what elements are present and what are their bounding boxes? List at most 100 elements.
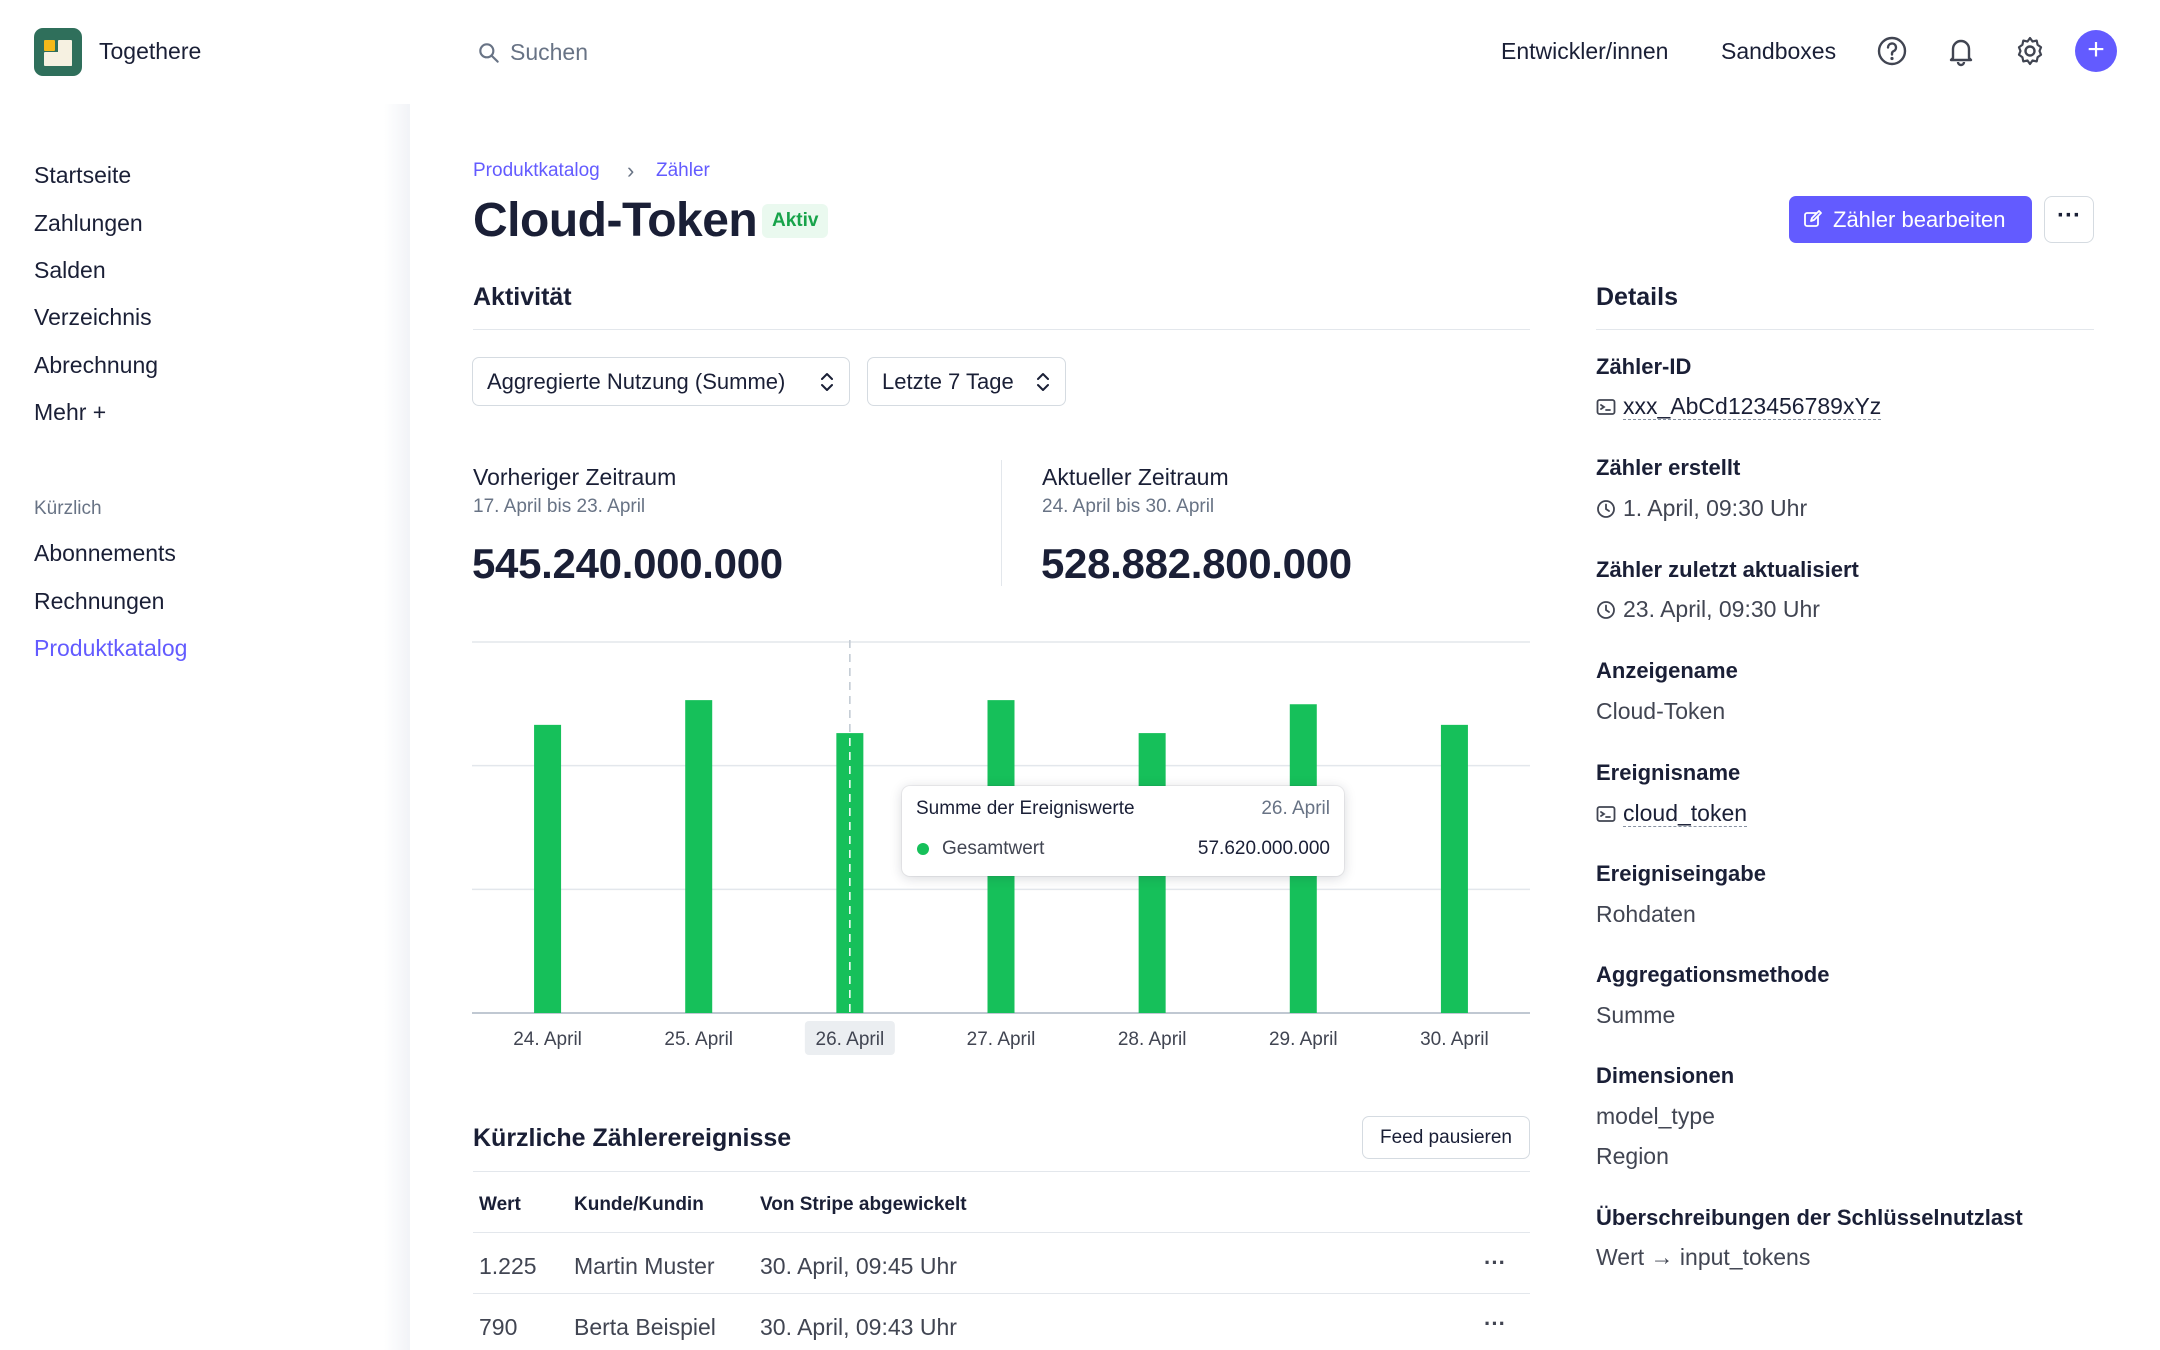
activity-heading: Aktivität (473, 283, 572, 311)
series-dot (917, 843, 929, 855)
chart-bar (1440, 724, 1468, 1013)
help-icon[interactable] (1875, 34, 1909, 68)
plus-icon: + (2087, 33, 2105, 66)
row-customer[interactable]: Berta Beispiel (574, 1314, 716, 1340)
terminal-icon (1596, 806, 1616, 822)
clock-icon (1597, 500, 1615, 518)
sidebar-recent-product-catalog[interactable]: Produktkatalog (34, 635, 188, 661)
created-value: 1. April, 09:30 Uhr (1596, 495, 1807, 522)
x-tick-label: 29. April (1269, 1029, 1338, 1050)
chevron-right-icon: › (627, 158, 635, 183)
tooltip-title: Summe der Ereigniswerte (916, 798, 1135, 819)
sidebar-item-directory[interactable]: Verzeichnis (34, 304, 152, 330)
date-range-select[interactable]: Letzte 7 Tage (867, 357, 1066, 406)
sidebar-item-billing[interactable]: Abrechnung (34, 352, 159, 378)
sidebar-recent-invoices[interactable]: Rechnungen (34, 588, 165, 614)
search-input[interactable]: Suchen (470, 30, 1030, 76)
x-tick-label: 30. April (1420, 1029, 1489, 1050)
event-name-value[interactable]: cloud_token (1596, 800, 1748, 827)
row-customer[interactable]: Martin Muster (574, 1253, 715, 1279)
top-bar: Togethere Suchen Entwickler/innen Sandbo… (0, 0, 2160, 104)
details-divider (1596, 329, 2094, 330)
clock-icon (1597, 601, 1615, 619)
search-icon (479, 43, 499, 63)
meter-id-value[interactable]: xxx_AbCd123456789xYz (1596, 393, 1882, 420)
search-placeholder: Suchen (510, 39, 589, 65)
overrides-value: Wert → input_tokens (1596, 1244, 1811, 1270)
event-input-label: Ereigniseingabe (1596, 861, 1766, 886)
gear-icon[interactable] (2013, 34, 2047, 68)
row-processed: 30. April, 09:45 Uhr (760, 1253, 957, 1279)
edit-meter-label: Zähler bearbeiten (1833, 207, 2006, 232)
usage-bar-chart: 24. April 25. April 26. April 27. April 28. … (472, 640, 1530, 1055)
brand-name[interactable]: Togethere (99, 38, 202, 64)
previous-period-range: 17. April bis 23. April (473, 496, 646, 517)
chart-tooltip: Summe der Ereigniswerte 26. April Gesamt… (902, 786, 1344, 876)
page-title: Cloud-Token (473, 194, 758, 247)
overrides-label: Überschreibungen der Schlüsselnutzlast (1596, 1205, 2023, 1230)
row-more-icon[interactable]: ··· (1484, 1311, 1506, 1336)
breadcrumb-meter[interactable]: Zähler (656, 160, 710, 181)
breadcrumb-product-catalog[interactable]: Produktkatalog (473, 160, 600, 181)
developers-link[interactable]: Entwickler/innen (1501, 38, 1669, 64)
sidebar: Startseite Zahlungen Salden Verzeichnis … (0, 104, 410, 1350)
terminal-icon (1596, 399, 1616, 415)
dimension-item: model_type (1596, 1103, 1715, 1129)
aggregation-select[interactable]: Aggregierte Nutzung (Summe) (472, 357, 850, 406)
event-name-label: Ereignisname (1596, 760, 1741, 785)
sidebar-recent-subscriptions[interactable]: Abonnements (34, 540, 176, 566)
sidebar-item-home[interactable]: Startseite (34, 162, 132, 188)
dimensions-label: Dimensionen (1596, 1063, 1735, 1088)
sidebar-item-payments[interactable]: Zahlungen (34, 210, 143, 236)
tooltip-value: 57.620.000.000 (1197, 838, 1330, 859)
tick-label-highlight (804, 1021, 895, 1055)
current-period-label: Aktueller Zeitraum (1042, 464, 1229, 490)
x-tick-label: 24. April (513, 1029, 582, 1050)
chevron-up-down-icon (1037, 373, 1049, 391)
current-period-value: 528.882.800.000 (1041, 540, 1352, 587)
previous-period-label: Vorheriger Zeitraum (473, 464, 677, 490)
more-actions-button[interactable]: ··· (2044, 196, 2094, 243)
sandboxes-link[interactable]: Sandboxes (1721, 38, 1837, 64)
create-plus-button[interactable]: + (2075, 30, 2117, 72)
chevron-up-down-icon (821, 373, 833, 391)
sidebar-item-more[interactable]: Mehr + (34, 399, 107, 425)
ellipsis-icon: ··· (2057, 202, 2081, 229)
created-label: Zähler erstellt (1596, 455, 1741, 480)
row-value: 790 (479, 1314, 518, 1340)
chart-bar (836, 733, 864, 1013)
status-badge: Aktiv (762, 204, 829, 238)
edit-icon (1804, 210, 1822, 227)
aggregation-value: Summe (1596, 1002, 1676, 1028)
bell-icon[interactable] (1944, 34, 1978, 68)
updated-value: 23. April, 09:30 Uhr (1596, 596, 1820, 623)
edit-meter-button[interactable]: Zähler bearbeiten (1789, 196, 2032, 243)
pause-feed-button[interactable]: Feed pausieren (1362, 1116, 1530, 1159)
brand-logo[interactable] (34, 28, 82, 76)
meter-id-label: Zähler-ID (1596, 354, 1692, 379)
display-name-label: Anzeigename (1596, 658, 1738, 683)
previous-period-value: 545.240.000.000 (472, 540, 783, 587)
column-header-value[interactable]: Wert (479, 1194, 521, 1215)
display-name-value: Cloud-Token (1596, 698, 1726, 724)
x-tick-label: 27. April (967, 1029, 1036, 1050)
x-tick-label: 28. April (1118, 1029, 1187, 1050)
row-value: 1.225 (479, 1253, 537, 1279)
tooltip-series: Gesamtwert (942, 838, 1045, 859)
column-header-processed[interactable]: Von Stripe abgewickelt (760, 1194, 967, 1215)
row-more-icon[interactable]: ··· (1484, 1250, 1506, 1275)
dimension-item: Region (1596, 1143, 1669, 1169)
details-heading: Details (1596, 283, 1678, 311)
tooltip-date: 26. April (1261, 798, 1330, 819)
table-header-divider (473, 1232, 1530, 1233)
row-processed: 30. April, 09:43 Uhr (760, 1314, 957, 1340)
sidebar-item-balances[interactable]: Salden (34, 257, 106, 283)
chart-bar (685, 700, 713, 1013)
current-period-range: 24. April bis 30. April (1042, 496, 1215, 517)
x-tick-label: 25. April (664, 1029, 733, 1050)
events-divider (473, 1171, 1530, 1172)
events-heading: Kürzliche Zählerereignisse (473, 1124, 792, 1152)
period-divider (1001, 460, 1002, 586)
column-header-customer[interactable]: Kunde/Kundin (574, 1194, 704, 1215)
date-range-select-value: Letzte 7 Tage (882, 369, 1014, 394)
